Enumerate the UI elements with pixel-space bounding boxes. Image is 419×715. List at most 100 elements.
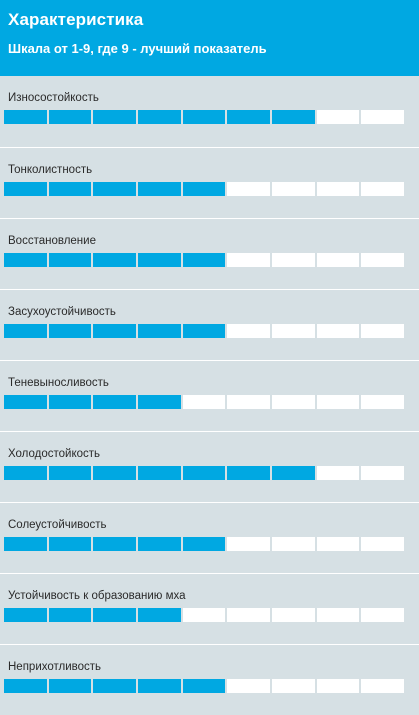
rating-segment-filled xyxy=(272,466,315,480)
rating-segment-filled xyxy=(182,324,226,338)
rating-bar xyxy=(4,253,405,267)
rating-bar xyxy=(4,395,405,409)
rating-segment-filled xyxy=(4,395,47,409)
rating-bar xyxy=(4,608,405,622)
characteristic-label: Засухоустойчивость xyxy=(8,306,116,318)
characteristic-row: Износостойкость xyxy=(0,76,419,147)
rating-segment-empty xyxy=(361,679,405,693)
rating-segment-empty xyxy=(227,182,271,196)
rating-segment-empty xyxy=(361,324,405,338)
rating-segment-empty xyxy=(361,110,405,124)
rating-segment-filled xyxy=(48,110,92,124)
rating-segment-empty xyxy=(272,182,315,196)
rating-segment-empty xyxy=(182,395,226,409)
rating-segment-empty xyxy=(361,537,405,551)
rating-segment-filled xyxy=(138,110,181,124)
rating-segment-empty xyxy=(361,395,405,409)
rating-segment-filled xyxy=(182,466,226,480)
page-title: Характеристика xyxy=(8,10,144,29)
characteristic-label: Солеустойчивость xyxy=(8,519,107,531)
rating-segment-empty xyxy=(272,253,315,267)
rating-segment-filled xyxy=(93,395,137,409)
rating-segment-filled xyxy=(4,679,47,693)
rating-segment-empty xyxy=(316,608,360,622)
rating-bar xyxy=(4,110,405,124)
rating-segment-filled xyxy=(182,182,226,196)
rating-segment-filled xyxy=(138,466,181,480)
rating-segment-filled xyxy=(48,679,92,693)
rating-segment-filled xyxy=(138,608,181,622)
rating-segment-filled xyxy=(182,253,226,267)
rating-segment-filled xyxy=(93,182,137,196)
characteristic-row: Засухоустойчивость xyxy=(0,289,419,360)
characteristic-row: Теневыносливость xyxy=(0,360,419,431)
rating-segment-filled xyxy=(48,253,92,267)
rating-segment-filled xyxy=(4,253,47,267)
rating-segment-empty xyxy=(227,253,271,267)
rating-segment-filled xyxy=(4,110,47,124)
rating-segment-filled xyxy=(48,324,92,338)
rating-segment-filled xyxy=(227,110,271,124)
rating-segment-filled xyxy=(93,608,137,622)
rating-segment-empty xyxy=(182,608,226,622)
rating-segment-filled xyxy=(138,324,181,338)
rating-segment-filled xyxy=(93,110,137,124)
rating-segment-filled xyxy=(4,608,47,622)
scale-subtitle: Шкала от 1-9, где 9 - лучший показатель xyxy=(8,41,267,56)
characteristic-label: Холодостойкость xyxy=(8,448,101,460)
rating-segment-filled xyxy=(48,395,92,409)
rating-bar xyxy=(4,466,405,480)
rating-segment-empty xyxy=(272,395,315,409)
rating-segment-empty xyxy=(227,608,271,622)
rating-segment-empty xyxy=(316,537,360,551)
rating-segment-empty xyxy=(227,537,271,551)
rating-segment-empty xyxy=(227,679,271,693)
characteristic-row: Неприхотливость xyxy=(0,644,419,715)
characteristic-label: Теневыносливость xyxy=(8,377,109,389)
characteristic-label: Тонколистность xyxy=(8,164,93,176)
rating-segment-empty xyxy=(227,395,271,409)
rating-segment-empty xyxy=(316,466,360,480)
characteristic-row: Солеустойчивость xyxy=(0,502,419,573)
rating-segment-filled xyxy=(4,182,47,196)
rating-segment-filled xyxy=(182,679,226,693)
rating-segment-empty xyxy=(316,253,360,267)
rating-segment-empty xyxy=(361,608,405,622)
rating-segment-filled xyxy=(182,537,226,551)
characteristic-label: Износостойкость xyxy=(8,92,99,104)
rating-segment-empty xyxy=(316,679,360,693)
characteristic-row: Тонколистность xyxy=(0,147,419,218)
rating-segment-filled xyxy=(48,537,92,551)
rating-segment-filled xyxy=(93,679,137,693)
rating-segment-filled xyxy=(182,110,226,124)
rating-segment-empty xyxy=(361,253,405,267)
rating-segment-filled xyxy=(93,324,137,338)
rating-bar xyxy=(4,324,405,338)
rating-segment-filled xyxy=(138,182,181,196)
rating-segment-filled xyxy=(227,466,271,480)
characteristic-label: Устойчивость к образованию мха xyxy=(8,590,186,602)
characteristics-list: Износостойкость Тонколистность Восстановле… xyxy=(0,76,419,715)
characteristic-row: Холодостойкость xyxy=(0,431,419,502)
rating-segment-empty xyxy=(272,679,315,693)
rating-segment-empty xyxy=(316,110,360,124)
rating-segment-empty xyxy=(361,466,405,480)
rating-segment-empty xyxy=(316,395,360,409)
rating-segment-empty xyxy=(316,182,360,196)
rating-segment-filled xyxy=(93,466,137,480)
rating-segment-filled xyxy=(93,253,137,267)
characteristic-row: Восстановление xyxy=(0,218,419,289)
rating-segment-filled xyxy=(272,110,315,124)
rating-segment-empty xyxy=(227,324,271,338)
rating-bar xyxy=(4,679,405,693)
rating-bar xyxy=(4,537,405,551)
rating-segment-filled xyxy=(48,608,92,622)
rating-segment-filled xyxy=(138,679,181,693)
rating-bar xyxy=(4,182,405,196)
header: Характеристика Шкала от 1-9, где 9 - луч… xyxy=(0,0,419,76)
rating-segment-filled xyxy=(4,466,47,480)
rating-segment-filled xyxy=(93,537,137,551)
rating-segment-filled xyxy=(138,395,181,409)
rating-segment-filled xyxy=(138,537,181,551)
rating-segment-empty xyxy=(272,608,315,622)
